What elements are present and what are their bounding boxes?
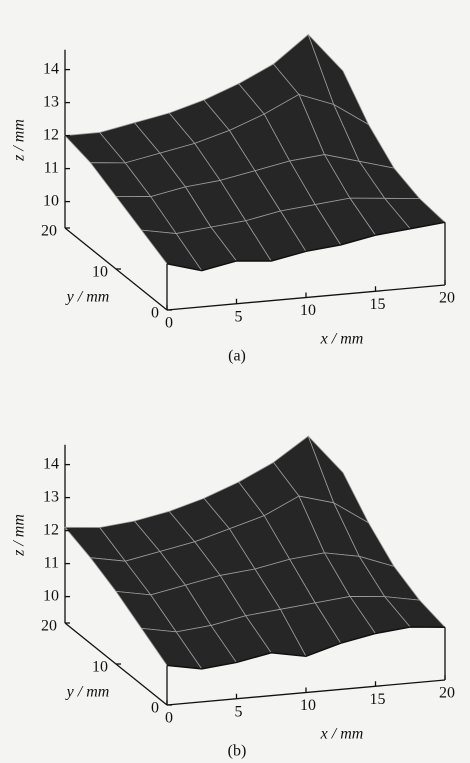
x-tick-label: 10 <box>300 697 316 714</box>
y-tick-label: 10 <box>92 264 108 281</box>
x-tick-label: 15 <box>370 691 386 708</box>
x-tick-label: 20 <box>439 685 455 702</box>
x-tick-label: 5 <box>235 703 243 720</box>
x-tick-label: 15 <box>370 296 386 313</box>
x-tick-label: 0 <box>165 315 173 332</box>
z-tick-label: 11 <box>44 554 59 571</box>
z-tick-label: 10 <box>43 587 59 604</box>
caption: (b) <box>228 743 247 760</box>
x-axis-label: x / mm <box>320 331 364 348</box>
x-tick-label: 20 <box>439 290 455 307</box>
z-tick-label: 12 <box>43 126 59 143</box>
z-tick-label: 14 <box>43 455 59 472</box>
z-axis-label: z / mm <box>11 119 28 162</box>
z-tick-label: 12 <box>43 521 59 538</box>
figure: 0 5 10 15 20 0 10 20 10 11 12 13 14 x / mm y / mm z / m… <box>0 0 470 763</box>
y-axis-label: y / mm <box>65 289 110 306</box>
z-tick-label: 13 <box>43 488 59 505</box>
caption: (a) <box>228 348 246 365</box>
z-tick-label: 11 <box>44 159 59 176</box>
z-tick-label: 14 <box>43 60 59 77</box>
y-tick-label: 10 <box>92 659 108 676</box>
y-axis-label: y / mm <box>65 684 110 701</box>
y-tick-label: 20 <box>41 223 57 240</box>
x-tick-label: 0 <box>165 710 173 727</box>
y-tick-label: 0 <box>151 305 159 322</box>
y-tick-label: 20 <box>41 618 57 635</box>
z-axis-label: z / mm <box>11 514 28 557</box>
page: {"chart_data": [ {"type": "surface", "ca… <box>0 0 470 763</box>
x-tick-label: 10 <box>300 302 316 319</box>
x-axis-label: x / mm <box>320 726 364 743</box>
z-tick-label: 13 <box>43 93 59 110</box>
x-tick-label: 5 <box>235 308 243 325</box>
y-tick-label: 0 <box>151 700 159 717</box>
z-tick-label: 10 <box>43 192 59 209</box>
